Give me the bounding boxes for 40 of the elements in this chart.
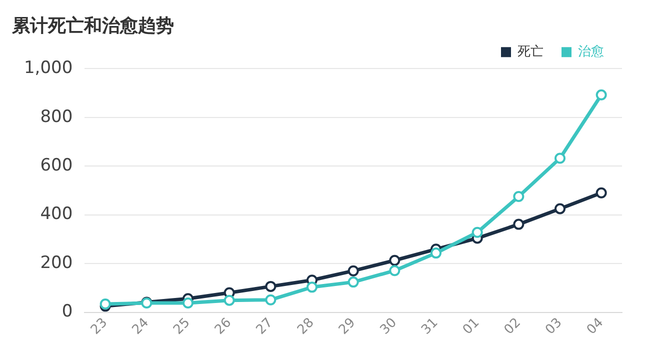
point <box>348 265 359 276</box>
chart-title: 累计死亡和治愈趋势 <box>11 15 174 36</box>
legend-label: 治愈 <box>578 44 604 60</box>
point <box>265 294 276 306</box>
x-tick-label: 23 <box>88 315 111 338</box>
point <box>554 152 566 164</box>
point <box>389 265 400 276</box>
x-tick-label: 30 <box>378 315 400 338</box>
point <box>554 203 566 214</box>
point <box>100 298 111 310</box>
y-tick-label: 400 <box>40 204 73 224</box>
x-tick-label: 31 <box>418 315 442 338</box>
point <box>348 276 359 288</box>
x-tick-label: 28 <box>294 315 318 338</box>
point <box>513 191 524 202</box>
point <box>224 294 235 306</box>
point <box>472 226 483 238</box>
y-tick-label: 1,000 <box>24 58 73 78</box>
x-tick-label: 27 <box>254 315 276 338</box>
y-tick-label: 0 <box>62 302 73 322</box>
point <box>596 187 607 198</box>
x-tick-label: 25 <box>170 315 194 338</box>
x-tick-label: 29 <box>336 315 359 338</box>
point <box>389 254 400 266</box>
point <box>430 248 442 259</box>
x-tick-label: 03 <box>542 315 566 338</box>
legend-label: 死亡 <box>518 43 544 60</box>
y-tick-label: 800 <box>40 106 73 127</box>
point <box>265 280 276 292</box>
point <box>596 89 607 100</box>
y-tick-label: 200 <box>40 252 73 273</box>
point <box>306 282 318 293</box>
x-tick-label: 04 <box>584 315 607 338</box>
x-tick-label: 26 <box>212 315 235 338</box>
point <box>182 298 194 309</box>
x-tick-label: 02 <box>502 315 524 338</box>
x-tick-label: 24 <box>130 315 152 338</box>
point <box>513 218 524 230</box>
x-tick-label: 01 <box>460 315 483 338</box>
y-tick-label: 600 <box>40 155 73 176</box>
